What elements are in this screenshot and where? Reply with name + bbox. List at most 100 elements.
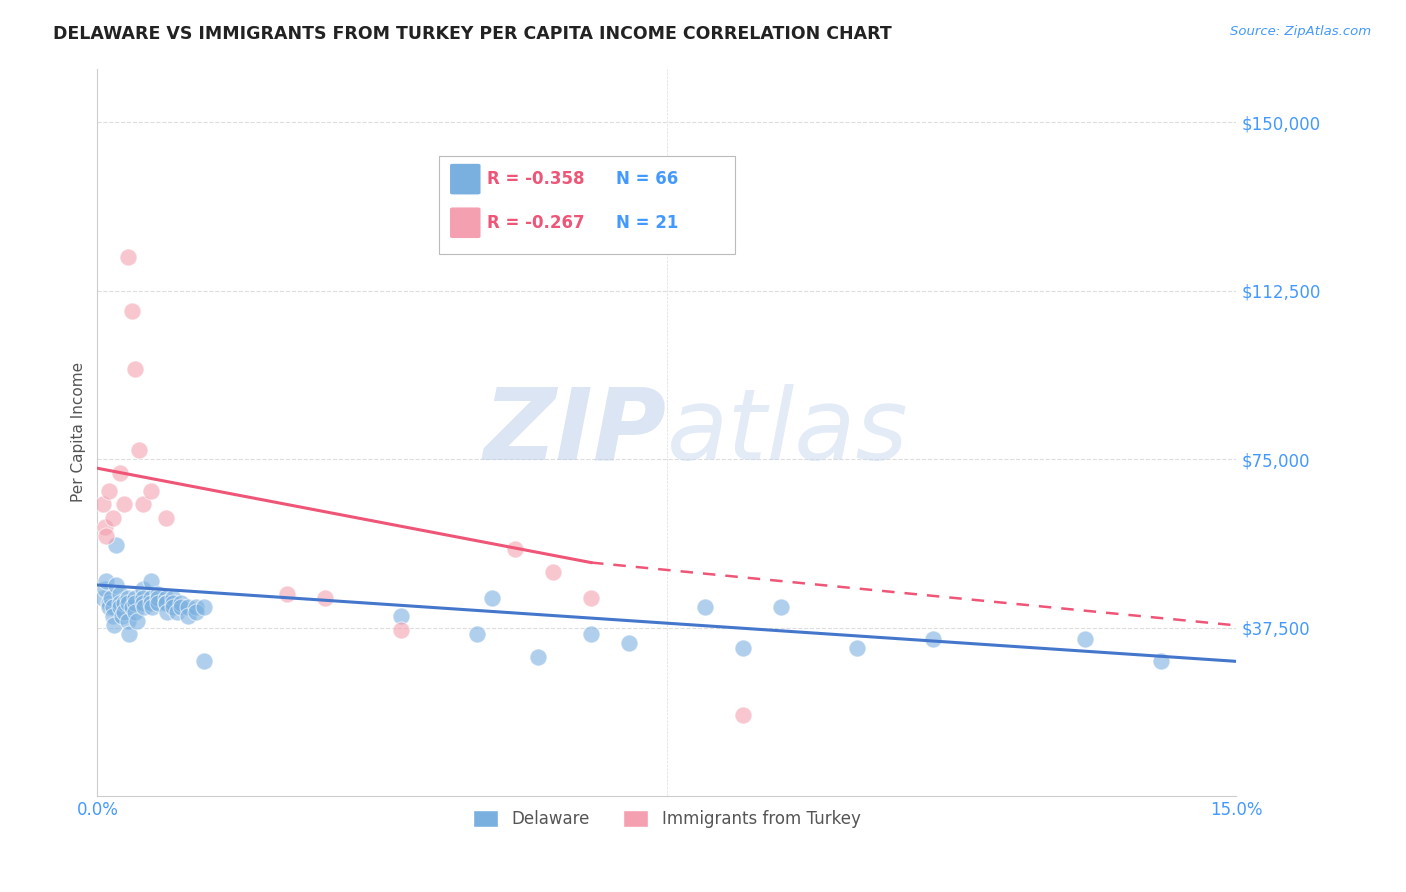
Point [617, 636, 640, 650]
Point [94, 582, 117, 597]
Point [170, 596, 193, 610]
Text: atlas: atlas [666, 384, 908, 481]
Point [139, 591, 162, 606]
Point [193, 600, 215, 615]
Point [93, 591, 115, 606]
Point [117, 614, 139, 628]
Point [139, 596, 162, 610]
Point [162, 591, 184, 606]
Point [845, 640, 868, 655]
Point [108, 600, 131, 615]
Point [156, 605, 179, 619]
Point [193, 654, 215, 668]
Point [139, 483, 162, 498]
Point [111, 609, 134, 624]
Point [108, 596, 131, 610]
Point [132, 596, 155, 610]
Point [155, 596, 177, 610]
Point [117, 591, 139, 606]
Point [96, 528, 118, 542]
Point [100, 591, 122, 606]
Point [132, 591, 155, 606]
Point [134, 600, 156, 615]
Point [184, 605, 207, 619]
Point [112, 596, 135, 610]
Point [124, 591, 146, 606]
Text: R = -0.358: R = -0.358 [486, 170, 585, 188]
Point [177, 600, 200, 615]
Point [579, 627, 602, 641]
FancyBboxPatch shape [439, 156, 735, 254]
Point [117, 250, 139, 264]
Point [146, 587, 169, 601]
Point [97, 483, 120, 498]
Point [162, 600, 184, 615]
Point [117, 596, 139, 610]
Point [121, 304, 143, 318]
Point [101, 609, 124, 624]
Point [132, 497, 155, 511]
Point [162, 596, 184, 610]
Point [97, 600, 120, 615]
Point [128, 443, 150, 458]
Point [94, 519, 117, 533]
Point [108, 587, 131, 601]
Text: ZIP: ZIP [484, 384, 666, 481]
Point [541, 565, 564, 579]
Y-axis label: Per Capita Income: Per Capita Income [72, 362, 86, 502]
Point [105, 538, 128, 552]
Point [132, 582, 155, 597]
Point [314, 591, 336, 606]
Point [118, 627, 141, 641]
Text: DELAWARE VS IMMIGRANTS FROM TURKEY PER CAPITA INCOME CORRELATION CHART: DELAWARE VS IMMIGRANTS FROM TURKEY PER C… [53, 25, 893, 43]
Point [579, 591, 602, 606]
Legend: Delaware, Immigrants from Turkey: Delaware, Immigrants from Turkey [467, 804, 868, 835]
Point [101, 600, 124, 615]
Text: Source: ZipAtlas.com: Source: ZipAtlas.com [1230, 25, 1371, 38]
Point [693, 600, 716, 615]
Point [155, 596, 177, 610]
Point [139, 574, 162, 588]
Point [112, 605, 135, 619]
Point [124, 596, 146, 610]
Point [166, 605, 188, 619]
Point [121, 600, 143, 615]
Point [184, 600, 207, 615]
Point [124, 362, 146, 376]
Point [141, 600, 163, 615]
Point [389, 623, 412, 637]
Point [155, 591, 177, 606]
Point [731, 708, 754, 723]
Point [276, 587, 298, 601]
Point [1073, 632, 1095, 646]
Point [146, 591, 169, 606]
Point [481, 591, 503, 606]
Text: N = 66: N = 66 [616, 170, 678, 188]
Point [769, 600, 792, 615]
Point [1149, 654, 1171, 668]
Point [170, 600, 193, 615]
FancyBboxPatch shape [450, 207, 481, 239]
Point [96, 574, 118, 588]
Point [101, 510, 124, 524]
Point [465, 627, 488, 641]
Text: R = -0.267: R = -0.267 [486, 214, 585, 232]
Point [389, 609, 412, 624]
Text: N = 21: N = 21 [616, 214, 678, 232]
Point [105, 578, 128, 592]
Point [112, 497, 135, 511]
Point [103, 618, 125, 632]
Point [124, 605, 146, 619]
Point [527, 649, 550, 664]
Point [125, 614, 148, 628]
Point [146, 596, 169, 610]
Point [97, 596, 120, 610]
Point [503, 542, 526, 557]
Point [108, 466, 131, 480]
Point [93, 497, 115, 511]
Point [731, 640, 754, 655]
Point [155, 510, 177, 524]
Point [921, 632, 943, 646]
Point [177, 609, 200, 624]
FancyBboxPatch shape [450, 163, 481, 195]
